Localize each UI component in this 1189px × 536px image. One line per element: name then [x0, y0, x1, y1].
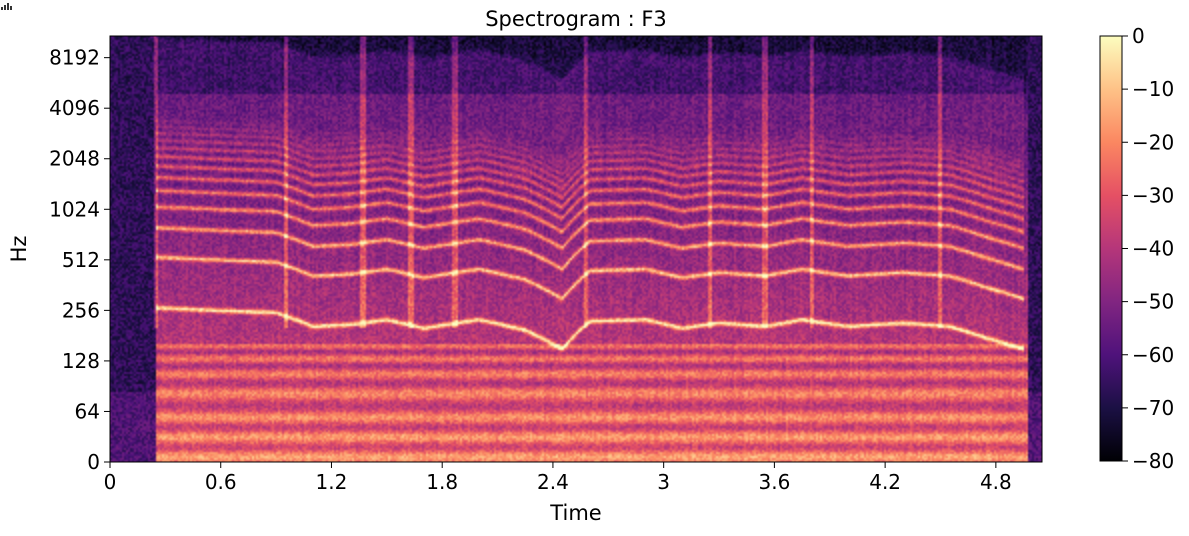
y-tick-label: 1024 [49, 197, 100, 221]
x-axis: 0 0.6 1.2 1.8 2.4 3 3.6 4.2 4.8 [104, 462, 1012, 494]
colorbar-tick-label: −70 [1132, 396, 1174, 420]
y-tick-label: 128 [62, 349, 100, 373]
x-tick-label: 2.4 [537, 470, 569, 494]
colorbar-tick-label: −30 [1132, 183, 1174, 207]
colorbar-tick-label: −40 [1132, 237, 1174, 261]
x-tick-label: 1.2 [316, 470, 348, 494]
y-tick-label: 0 [87, 450, 100, 474]
y-tick-label: 512 [62, 248, 100, 272]
x-tick-label: 0.6 [205, 470, 237, 494]
chart-title: Spectrogram : F3 [485, 7, 667, 31]
plot-area [110, 36, 1042, 462]
y-tick-label: 8192 [49, 46, 100, 70]
colorbar-tick-label: −10 [1132, 77, 1174, 101]
colorbar-tick-label: −60 [1132, 343, 1174, 367]
x-tick-label: 4.2 [869, 470, 901, 494]
y-axis-label: Hz [7, 236, 31, 263]
plot-frame [109, 35, 1043, 463]
colorbar-tick-label: 0 [1132, 24, 1145, 48]
y-tick-label: 64 [75, 399, 100, 423]
y-tick-label: 2048 [49, 147, 100, 171]
x-tick-label: 1.8 [426, 470, 458, 494]
x-tick-label: 0 [104, 470, 117, 494]
x-tick-label: 4.8 [980, 470, 1012, 494]
x-tick-label: 3.6 [758, 470, 790, 494]
x-tick-label: 3 [657, 470, 670, 494]
colorbar-tick-label: −80 [1132, 449, 1174, 473]
y-axis: 0 64 128 256 512 1024 2048 4096 8192 [49, 46, 110, 474]
colorbar [1099, 35, 1123, 462]
chart-icon [1, 2, 13, 10]
colorbar-tick-label: −20 [1132, 130, 1174, 154]
x-axis-label: Time [549, 501, 601, 525]
y-tick-label: 256 [62, 298, 100, 322]
colorbar-tick-label: −50 [1132, 290, 1174, 314]
colorbar-axis: 0 −10 −20 −30 −40 −50 −60 −70 −80 [1122, 24, 1174, 473]
spectrogram-heatmap [110, 36, 1042, 462]
y-tick-label: 4096 [49, 96, 100, 120]
